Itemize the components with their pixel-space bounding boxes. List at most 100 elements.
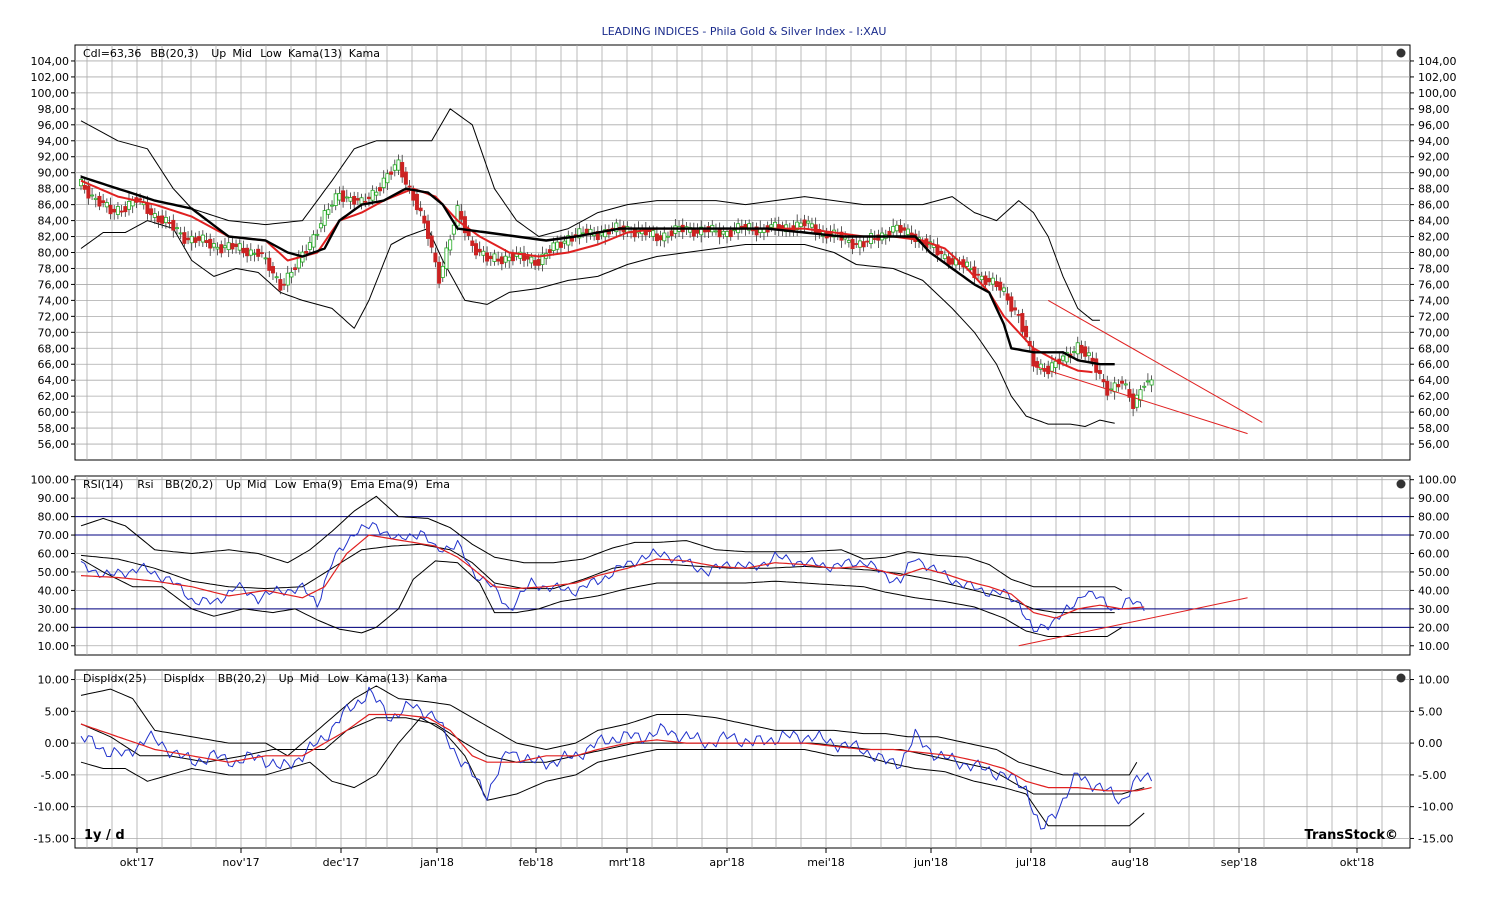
candle-body xyxy=(422,215,427,224)
candle-body xyxy=(355,198,360,201)
candle-body xyxy=(865,240,870,243)
candle-body xyxy=(533,260,538,266)
candle-body xyxy=(1053,360,1058,368)
candle-body xyxy=(282,283,287,286)
close-icon xyxy=(1396,48,1406,58)
legend-entry: Kama(13) xyxy=(355,672,409,685)
legend-entry: Low xyxy=(328,672,350,685)
legend-entry: Kama xyxy=(349,47,380,60)
y-tick-label-right: 70.00 xyxy=(1418,529,1450,542)
candle-body xyxy=(1090,357,1095,362)
candle-body xyxy=(344,196,349,199)
candle-body xyxy=(418,207,423,212)
legend-entry: DispIdx xyxy=(164,672,205,685)
candle-body xyxy=(363,200,368,203)
y-tick-label-left: 100,00 xyxy=(31,87,70,100)
candle-body xyxy=(857,240,862,248)
candle-body xyxy=(1112,382,1117,393)
y-tick-label-left: 40.00 xyxy=(38,584,70,597)
panel-frame xyxy=(74,669,1411,849)
candle-body xyxy=(1064,351,1069,363)
candle-body xyxy=(189,235,194,244)
candle-body xyxy=(237,243,242,251)
y-tick-label-right: 70,00 xyxy=(1418,326,1450,339)
candle-body xyxy=(905,228,910,235)
trendline xyxy=(1033,365,1248,435)
candle-body xyxy=(747,223,752,231)
candle-body xyxy=(407,185,412,188)
bollinger-lower xyxy=(80,220,1115,427)
candle-body xyxy=(518,251,523,259)
candle-body xyxy=(510,253,515,262)
candle-body xyxy=(1009,296,1014,312)
candle-body xyxy=(1145,380,1150,383)
candle-body xyxy=(230,243,235,250)
month-label: okt'18 xyxy=(1340,856,1374,869)
disp-band-lower xyxy=(80,717,1145,827)
y-tick-label-left: 68,00 xyxy=(38,342,70,355)
candle-body xyxy=(304,251,309,254)
y-tick-label-right: 62,00 xyxy=(1418,390,1450,403)
y-tick-label-left: 5.00 xyxy=(45,705,70,718)
candle-body xyxy=(444,247,449,270)
candle-body xyxy=(333,193,338,206)
y-tick-label-right: 5.00 xyxy=(1418,705,1443,718)
candle-body xyxy=(717,228,722,238)
candle-body xyxy=(115,206,120,215)
candle-body xyxy=(1142,385,1147,388)
candle-body xyxy=(990,277,995,285)
bollinger-upper xyxy=(80,108,1100,321)
candle-body xyxy=(728,229,733,238)
legend: RSI(14) Rsi BB(20,2) Up Mid Low Ema(9) Ema Ema(9… xyxy=(83,478,450,491)
price-panel: 104,00 104,00 102,00 102,00 100,00 100,00 98,0… xyxy=(31,44,1457,461)
candle-body xyxy=(902,227,907,231)
candle-body xyxy=(318,223,323,229)
candle-body xyxy=(348,197,353,202)
candle-body xyxy=(403,171,408,185)
candle-body xyxy=(850,238,855,250)
candle-body xyxy=(178,232,183,235)
y-tick-label-left: 74,00 xyxy=(38,294,70,307)
y-tick-label-left: -15.00 xyxy=(34,832,69,845)
disp-band-mid xyxy=(80,717,1145,795)
candle-body xyxy=(869,233,874,244)
candle-body xyxy=(470,240,475,246)
rsi-panel: 100.00 100.00 90.00 90.00 80.00 80.00 70.00 70.… xyxy=(31,474,1457,656)
legend-entry: Low xyxy=(275,478,297,491)
candle-body xyxy=(1101,379,1106,383)
y-tick-label-right: 10.00 xyxy=(1418,640,1450,653)
candle-body xyxy=(293,267,298,270)
candle-body xyxy=(171,219,176,231)
candle-body xyxy=(455,205,460,227)
y-tick-label-right: 20.00 xyxy=(1418,621,1450,634)
candle-body xyxy=(241,247,246,254)
legend-entry: Rsi xyxy=(137,478,153,491)
candle-body xyxy=(459,211,464,220)
candle-body xyxy=(322,210,327,226)
month-axis: okt'17 nov'17 dec'17 jan'18 feb'18 mrt'18 apr'… xyxy=(120,848,1374,869)
y-tick-label-left: 66,00 xyxy=(38,358,70,371)
legend-entry: RSI(14) xyxy=(83,478,123,491)
candle-body xyxy=(219,244,224,254)
candle-body xyxy=(315,233,320,236)
candle-body xyxy=(658,235,663,241)
y-tick-label-right: 60.00 xyxy=(1418,548,1450,561)
candle-body xyxy=(529,256,534,264)
candle-body xyxy=(145,203,150,214)
candle-body xyxy=(802,219,807,227)
candle-body xyxy=(798,222,803,228)
candle-body xyxy=(1012,307,1017,311)
candle-body xyxy=(138,198,143,201)
y-tick-label-left: 92,00 xyxy=(38,151,70,164)
candle-body xyxy=(366,196,371,200)
y-tick-label-right: 84,00 xyxy=(1418,215,1450,228)
y-tick-label-left: 80.00 xyxy=(38,511,70,524)
legend-entry: Up xyxy=(226,478,241,491)
candle-body xyxy=(163,216,168,224)
month-label: dec'17 xyxy=(323,856,360,869)
candle-body xyxy=(174,227,179,230)
candle-body xyxy=(200,234,205,243)
y-tick-label-right: 92,00 xyxy=(1418,151,1450,164)
legend-entry: Up xyxy=(279,672,294,685)
y-tick-label-right: 80,00 xyxy=(1418,247,1450,260)
